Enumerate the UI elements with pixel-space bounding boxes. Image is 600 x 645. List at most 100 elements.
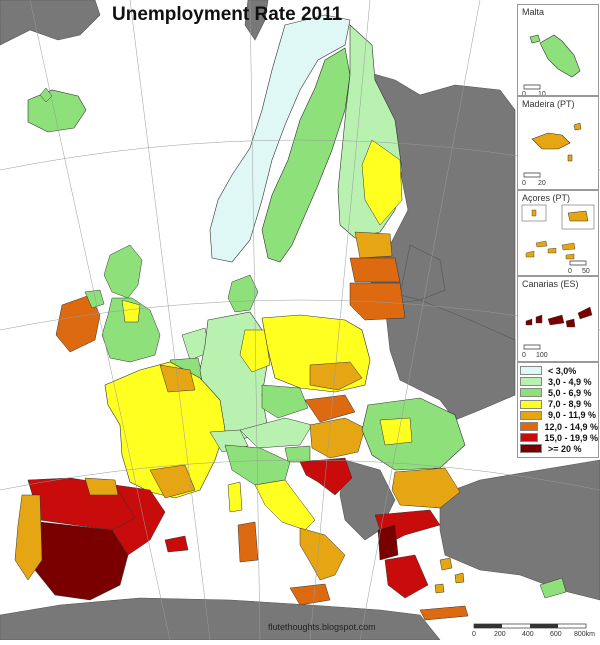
legend-swatch: [520, 377, 542, 387]
sicily-region: [289, 583, 331, 606]
legend-label: 15,0 - 19,9 %: [544, 432, 598, 443]
acores-island-5: [525, 250, 535, 258]
malta-scale-bar: [523, 84, 541, 90]
greenland-land: [0, 0, 101, 46]
canarias-scale-bar: [523, 344, 541, 350]
legend-label: < 3,0%: [548, 365, 577, 376]
turkey-land: [439, 459, 600, 601]
denmark-region: [227, 274, 259, 313]
estonia-region: [354, 231, 393, 259]
north-africa-land: [0, 597, 441, 641]
inset-madeira-label: Madeira (PT): [522, 99, 575, 109]
scale-tick-600: 600: [550, 631, 562, 638]
sardinia-region: [237, 521, 259, 563]
gozo-shape: [529, 34, 541, 44]
porto-santo-shape: [573, 122, 582, 131]
legend-swatch: [520, 399, 542, 409]
corsica-region: [227, 481, 243, 513]
madeira-shape: [531, 132, 571, 150]
legend-item: < 3,0%: [518, 365, 598, 376]
scale-tick-0: 0: [472, 631, 476, 638]
canaria-island-5: [577, 306, 593, 320]
inset-canarias-map: 0 100: [522, 306, 593, 359]
graticule-line: [249, 0, 261, 641]
crete-region: [419, 605, 469, 621]
inset-malta: Malta 0 10: [517, 4, 599, 96]
legend-swatch: [520, 433, 539, 443]
romania-region: [361, 397, 466, 471]
italy-center-region: [254, 479, 316, 531]
england-region: [101, 297, 161, 363]
graticule-line: [29, 0, 171, 641]
slovakia-region: [304, 394, 356, 423]
scale-tick-200: 200: [494, 631, 506, 638]
finland-east-region: [361, 139, 403, 226]
norway-region: [209, 14, 351, 263]
canaria-island-3: [547, 314, 565, 326]
acores-island-1: [531, 209, 537, 217]
inset-acores-map: 0 50: [521, 204, 595, 275]
legend-item: 12,0 - 14,9 %: [518, 421, 598, 432]
latvia-region: [349, 257, 401, 283]
legend-label: 12,0 - 14,9 %: [544, 421, 598, 432]
legend: < 3,0% 3,0 - 4,9 % 5,0 - 6,9 % 7,0 - 8,9…: [517, 362, 599, 458]
canarias-scale-end: 100: [536, 352, 548, 359]
scale-tick-800km: 800km: [574, 631, 595, 638]
canaria-island-1: [525, 318, 533, 326]
legend-label: 5,0 - 6,9 %: [548, 387, 592, 398]
greece-west-region: [377, 524, 399, 561]
n-ireland-region: [84, 289, 105, 309]
credit-text: flutethoughts.blogspot.com: [268, 622, 376, 632]
graticule-line: [129, 0, 211, 641]
acores-scale-bar: [569, 260, 587, 266]
spain-northeast-region: [111, 484, 166, 556]
acores-island-7: [565, 253, 575, 260]
legend-item: >= 20 %: [518, 443, 598, 454]
desertas-shape: [567, 154, 573, 162]
scotland-region: [103, 244, 143, 299]
map-title: Unemployment Rate 2011: [112, 4, 343, 25]
spain-south-region: [34, 521, 129, 601]
faroe-region: [39, 87, 53, 103]
france-south-region: [149, 464, 196, 499]
inset-madeira: Madeira (PT) 0 20: [517, 96, 599, 190]
graticule-line: [0, 139, 600, 171]
acores-island-3: [535, 240, 548, 248]
austria-region: [239, 417, 313, 449]
malta-scale-zero: 0: [522, 91, 526, 95]
czech-region: [261, 384, 309, 419]
aegean-islands-region: [434, 557, 465, 594]
acores-sub-box-1: [521, 204, 547, 222]
legend-item: 5,0 - 6,9 %: [518, 387, 598, 398]
bulgaria-region: [391, 467, 461, 509]
canaria-island-4: [565, 318, 576, 328]
graticule-line: [0, 299, 600, 331]
legend-swatch: [520, 444, 542, 454]
malta-shape: [539, 34, 581, 78]
france-region: [104, 361, 226, 499]
madeira-scale-zero: 0: [522, 180, 526, 187]
legend-label: 9,0 - 11,9 %: [548, 410, 597, 421]
croatia-region: [299, 457, 353, 496]
acores-island-6: [561, 242, 576, 251]
scale-bar: 0 200 400 600 800km: [472, 623, 595, 638]
scale-bar-segment: [474, 624, 502, 628]
legend-item: 7,0 - 8,9 %: [518, 399, 598, 410]
legend-swatch: [520, 422, 539, 432]
graticule-line: [309, 0, 371, 641]
greece-south-region: [384, 554, 429, 599]
graticule-line: [359, 0, 481, 641]
iceland-region: [27, 89, 87, 133]
legend-swatch: [520, 366, 542, 376]
slovenia-region: [284, 445, 311, 463]
legend-swatch: [520, 388, 542, 398]
spain-north-region: [27, 477, 141, 531]
scale-bar-segment: [530, 624, 558, 628]
legend-item: 3,0 - 4,9 %: [518, 376, 598, 387]
uk-north-region: [121, 299, 141, 323]
germany-east-region: [239, 329, 271, 373]
norway-north-land: [244, 0, 269, 41]
madeira-scale-end: 20: [538, 180, 546, 187]
